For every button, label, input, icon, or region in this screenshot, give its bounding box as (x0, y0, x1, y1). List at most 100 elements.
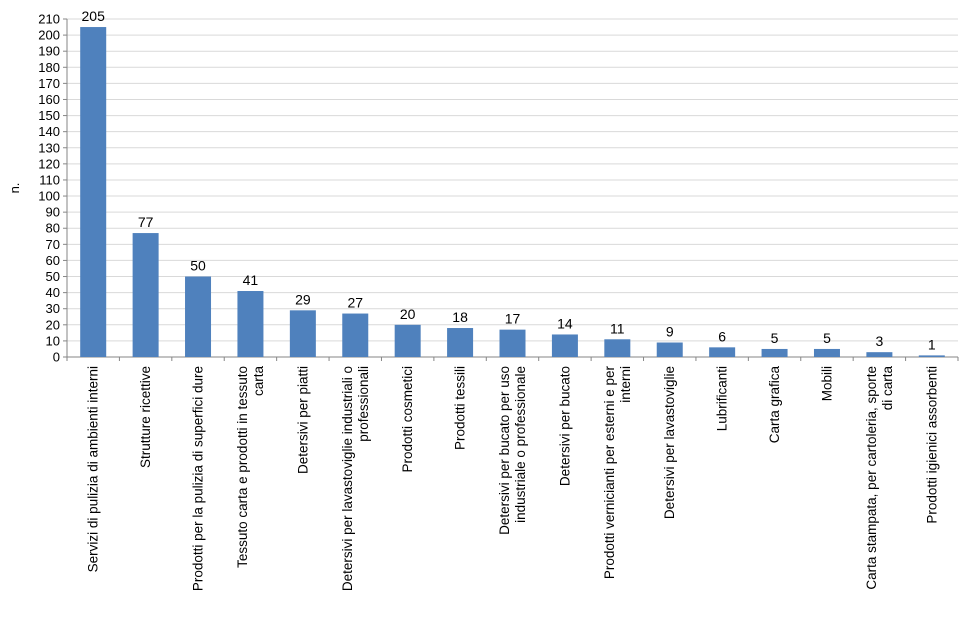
data-label: 18 (452, 309, 468, 325)
data-label: 20 (400, 306, 416, 322)
bar (342, 313, 369, 357)
y-tick-label: 210 (38, 12, 60, 27)
category-label-line: Strutture ricettive (138, 366, 153, 468)
category-label: Prodotti tessili (453, 366, 468, 450)
category-label-line: Detersivi per lavastoviglie (662, 366, 677, 519)
bar (394, 324, 421, 357)
data-label: 41 (243, 272, 259, 288)
category-label-line: di carta (880, 366, 895, 411)
y-tick-label: 190 (38, 44, 60, 59)
category-label: Prodotti igienici assorbenti (924, 366, 939, 524)
data-label: 3 (875, 333, 883, 349)
category-label-line: Carta stampata, per cartoleria, sporte (864, 366, 879, 590)
category-label: Prodotti per la pulizia di superfici dur… (191, 366, 206, 591)
y-tick-label: 40 (46, 285, 60, 300)
y-tick-label: 170 (38, 76, 60, 91)
bar (866, 352, 893, 357)
y-tick-label: 160 (38, 92, 60, 107)
category-label-line: Prodotti cosmetici (400, 366, 415, 473)
gridlines (67, 18, 958, 342)
y-tick-label: 150 (38, 108, 60, 123)
bar (499, 329, 526, 357)
category-label: Servizi di pulizia di ambienti interni (86, 366, 101, 572)
bar (656, 342, 683, 357)
category-label-line: Detersivi per lavastoviglie industriali … (340, 366, 355, 591)
bar (237, 291, 264, 357)
bar (447, 328, 474, 357)
data-label: 77 (138, 214, 154, 230)
y-tick-label: 90 (46, 205, 60, 220)
y-tick-label: 60 (46, 253, 60, 268)
y-tick-label: 20 (46, 317, 60, 332)
bar (551, 334, 578, 357)
category-label-line: Prodotti tessili (453, 366, 468, 450)
y-tick-label: 10 (46, 333, 60, 348)
category-label-line: Tessuto carta e prodotti in tessuto (235, 366, 250, 568)
category-label: Carta stampata, per cartoleria, sportedi… (864, 366, 895, 590)
bar (132, 233, 159, 357)
category-label: Detersivi per lavastoviglie (662, 366, 677, 519)
data-label: 29 (295, 291, 311, 307)
bar (918, 355, 945, 357)
category-label: Detersivi per bucato per usoindustriale … (497, 366, 528, 535)
category-label-line: carta (251, 366, 266, 397)
y-axis-label: n. (7, 183, 22, 194)
bars (80, 27, 945, 358)
category-label-line: Carta grafica (767, 366, 782, 444)
category-label: Lubrificanti (715, 366, 730, 431)
data-label: 14 (557, 315, 573, 331)
category-labels: Servizi di pulizia di ambienti interni St… (86, 365, 940, 591)
y-tick-label: 110 (39, 172, 60, 187)
data-label: 1 (928, 336, 936, 352)
data-label: 11 (610, 320, 625, 336)
data-label: 17 (505, 311, 521, 327)
category-label: Carta grafica (767, 366, 782, 444)
bar (604, 339, 631, 357)
category-label-line: Detersivi per bucato per uso (497, 366, 512, 535)
category-label-line: industriale o professionale (513, 366, 528, 523)
category-label: Mobili (819, 366, 834, 401)
category-label: Detersivi per lavastoviglie industriali … (340, 366, 371, 591)
data-label: 50 (190, 258, 206, 274)
data-label: 6 (718, 328, 726, 344)
y-tick-label: 70 (46, 237, 60, 252)
bar (709, 347, 736, 357)
y-tick-label: 180 (38, 60, 60, 75)
y-tick-label: 120 (38, 156, 60, 171)
bar (185, 276, 212, 357)
bar (80, 27, 107, 358)
category-label-line: Detersivi per bucato (557, 366, 572, 486)
category-label: Prodotti vernicianti per esterni e perin… (602, 365, 633, 579)
category-label-line: Prodotti igienici assorbenti (924, 366, 939, 524)
y-tick-label: 30 (46, 301, 60, 316)
category-label: Prodotti cosmetici (400, 366, 415, 473)
data-label: 27 (347, 295, 363, 311)
data-label: 9 (666, 324, 674, 340)
category-label-line: Detersivi per piatti (295, 366, 310, 474)
y-tick-label: 130 (38, 140, 60, 155)
y-tick-label: 0 (53, 350, 60, 365)
category-label-line: professionali (356, 366, 371, 442)
y-tick-label: 80 (46, 221, 60, 236)
y-tick-label: 140 (38, 124, 60, 139)
category-label-line: Lubrificanti (715, 366, 730, 431)
y-axis: 0102030405060708090100110120130140150160… (38, 12, 959, 365)
bar (761, 348, 788, 357)
data-label: 5 (823, 330, 831, 346)
category-label-line: Prodotti vernicianti per esterni e per (602, 365, 617, 579)
category-label: Detersivi per bucato (557, 366, 572, 486)
data-label: 205 (82, 8, 106, 24)
category-label: Detersivi per piatti (295, 366, 310, 474)
data-label: 5 (771, 330, 779, 346)
y-tick-label: 50 (46, 269, 60, 284)
y-tick-label: 100 (38, 189, 60, 204)
bar (289, 310, 316, 357)
category-label-line: Servizi di pulizia di ambienti interni (86, 366, 101, 572)
bar (813, 348, 840, 357)
category-label-line: Prodotti per la pulizia di superfici dur… (191, 366, 206, 591)
category-label-line: interni (618, 366, 633, 403)
category-label: Strutture ricettive (138, 366, 153, 468)
category-label: Tessuto carta e prodotti in tessutocarta (235, 366, 266, 568)
category-label-line: Mobili (819, 366, 834, 401)
